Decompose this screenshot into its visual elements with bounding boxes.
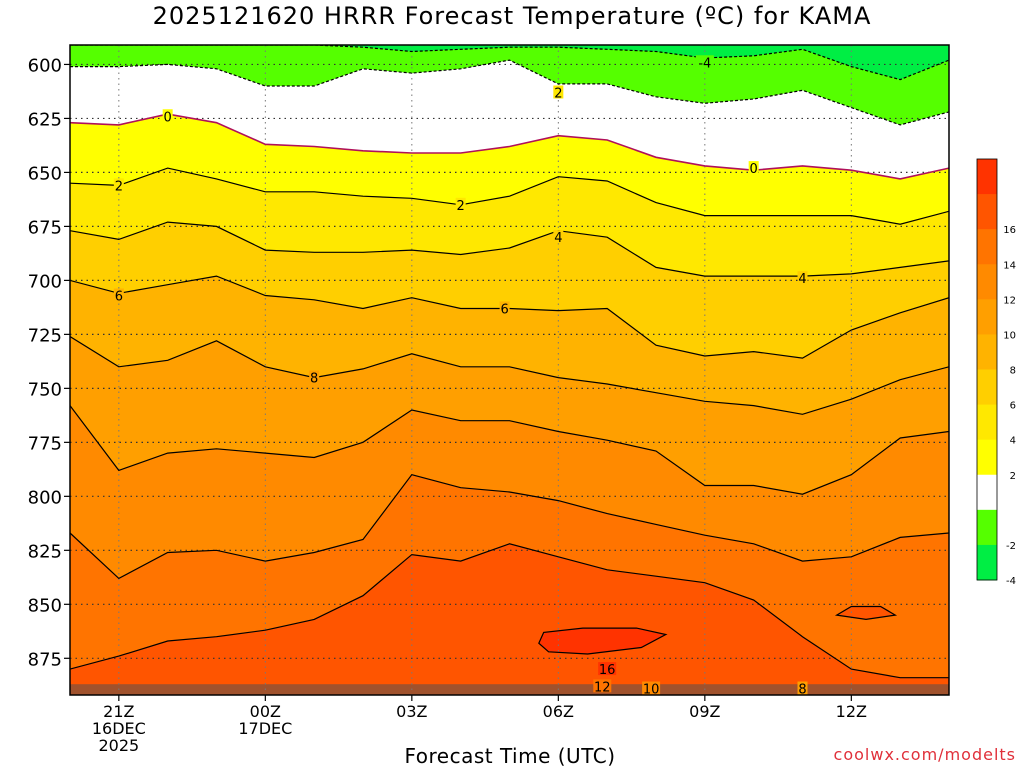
isotherm-line: [70, 543, 949, 679]
contour-label-bg: [797, 271, 808, 285]
colorbar-swatch: [977, 369, 997, 406]
chart-title: 2025121620 HRRR Forecast Temperature (ºC…: [152, 2, 872, 30]
contour-label: 0: [750, 162, 758, 177]
colorbar-swatch: [977, 334, 997, 370]
contour-label-bg: [593, 679, 612, 693]
contour-label: 4: [554, 231, 562, 246]
x-tick-label: 2025: [98, 736, 139, 755]
colorbar-tick-label: 2: [1010, 471, 1016, 482]
colorbar-swatch: [977, 544, 997, 581]
contour-label-bg: [309, 370, 320, 384]
contour-label-bg: [553, 85, 564, 99]
grid-lines: [70, 45, 949, 695]
x-tick-label: 17DEC: [238, 719, 292, 738]
contour-label: 6: [115, 289, 123, 304]
isotherm-line: [538, 627, 668, 655]
colorbar-swatch: [977, 509, 997, 546]
colorbar-swatch: [977, 264, 997, 300]
colorbar-swatch: [977, 439, 997, 476]
band-fill: [538, 628, 666, 654]
isotherm-lines: [70, 45, 949, 679]
colorbar-tick-label: 16: [1003, 225, 1016, 236]
y-tick-label: 875: [28, 649, 62, 670]
y-tick-label: 800: [28, 487, 62, 508]
colorbar-tick-label: 4: [1010, 436, 1016, 447]
contour-label: 4: [798, 272, 806, 287]
contour-label: -4: [698, 56, 711, 71]
contour-label-bg: [113, 178, 124, 192]
colorbar-tick-label: 6: [1010, 401, 1016, 412]
contour-label: 16: [599, 663, 616, 678]
x-axis-label: Forecast Time (UTC): [404, 744, 616, 768]
colorbar-swatch: [977, 299, 997, 335]
colorbar-tick-label: 12: [1003, 295, 1016, 306]
contour-label-bg: [113, 288, 124, 302]
x-tick-label: 06Z: [543, 702, 574, 721]
contour-label-bg: [499, 301, 510, 315]
colorbar-tick-label: 10: [1003, 330, 1016, 341]
contour-label-bg: [553, 230, 564, 244]
colorbar-tick-label: -4: [1006, 576, 1016, 587]
contour-label-bg: [598, 662, 617, 676]
y-tick-label: 700: [28, 271, 62, 292]
isotherm-line: [834, 605, 898, 621]
colorbar-swatch: [977, 159, 997, 195]
y-tick-label: 625: [28, 109, 62, 130]
y-tick-label: 725: [28, 325, 62, 346]
colorbar-swatch: [977, 404, 997, 441]
contour-label: 6: [500, 302, 508, 317]
contour-label: 2: [457, 199, 465, 214]
plot-frame: [69, 44, 950, 696]
colorbar-swatch: [977, 229, 997, 265]
isotherm-line: [70, 474, 949, 580]
contour-label: 0: [164, 110, 172, 125]
band-fill: [70, 543, 949, 695]
contour-label-bg: [695, 55, 714, 69]
band-fill: [836, 606, 896, 620]
colorbar-swatch: [977, 194, 997, 230]
y-tick-label: 675: [28, 217, 62, 238]
isotherm-line: [70, 167, 949, 225]
x-tick-label: 16DEC: [92, 719, 146, 738]
contour-label: 2: [554, 87, 562, 102]
y-tick-label: 775: [28, 433, 62, 454]
colorbar-tick-label: -2: [1006, 541, 1016, 552]
contour-label: 2: [115, 179, 123, 194]
ground-fill: [70, 684, 949, 695]
isotherm-line: [70, 405, 949, 495]
contour-label: 8: [798, 683, 806, 698]
colorbar-swatch: [977, 474, 997, 511]
isotherm-line: [70, 113, 949, 180]
contour-label-bg: [748, 161, 759, 175]
y-tick-label: 825: [28, 541, 62, 562]
x-tick-label: 12Z: [836, 702, 867, 721]
contour-label: 10: [643, 683, 660, 698]
y-tick-label: 850: [28, 595, 62, 616]
colorbar-frame: [976, 158, 998, 581]
contour-label-bg: [455, 197, 466, 211]
isotherm-line: [70, 335, 949, 415]
y-tick-label: 750: [28, 379, 62, 400]
contour-label-bg: [642, 681, 661, 695]
x-tick-label: 21Z: [103, 702, 134, 721]
x-tick-label: 00Z: [250, 702, 281, 721]
credit-text: coolwx.com/modelts: [833, 745, 1016, 764]
y-tick-label: 650: [28, 163, 62, 184]
fill-bands: [70, 45, 949, 695]
colorbar-tick-label: 14: [1003, 260, 1016, 271]
contour-label: 12: [594, 680, 611, 695]
contour-label-bg: [162, 109, 173, 123]
x-tick-label: 03Z: [396, 702, 427, 721]
contour-label-bg: [797, 681, 808, 695]
x-tick-label: 09Z: [689, 702, 720, 721]
contour-label: 8: [310, 372, 318, 387]
y-tick-label: 600: [28, 55, 62, 76]
colorbar-tick-label: 8: [1010, 366, 1016, 377]
isotherm-line: [70, 59, 949, 126]
